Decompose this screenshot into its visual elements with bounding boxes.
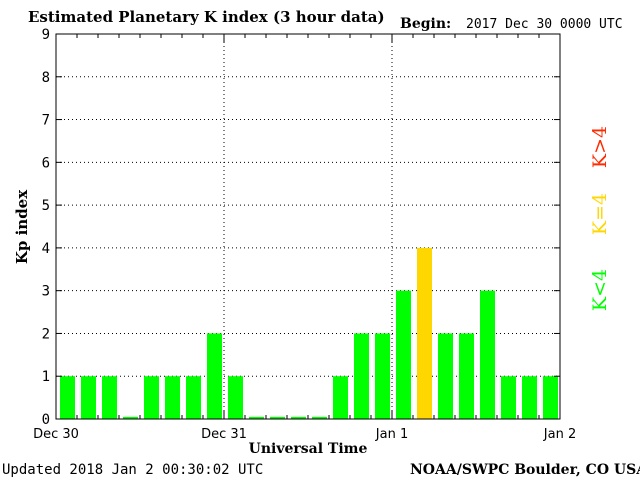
x-tick-label: Jan 1 xyxy=(375,427,408,442)
kp-bar xyxy=(165,376,180,419)
kp-bar xyxy=(522,376,537,419)
y-tick-label: 5 xyxy=(42,198,50,214)
kp-bar xyxy=(543,376,558,419)
y-tick-label: 2 xyxy=(42,326,50,342)
kp-bar xyxy=(480,290,495,419)
chart-title: Estimated Planetary K index (3 hour data… xyxy=(28,8,385,26)
kp-bar xyxy=(438,333,453,419)
kp-bar xyxy=(270,416,285,419)
y-tick-label: 3 xyxy=(42,284,50,300)
begin-value: 2017 Dec 30 0000 UTC xyxy=(466,17,623,32)
legend-above-4: K>4 xyxy=(589,126,611,168)
kp-bar xyxy=(186,376,201,419)
kp-bar xyxy=(459,333,474,419)
kp-bar xyxy=(291,416,306,419)
legend-below-4: K<4 xyxy=(589,269,611,311)
legend-equal-4: K=4 xyxy=(589,193,611,235)
kp-bar xyxy=(417,247,432,419)
x-axis-label: Universal Time xyxy=(249,441,368,457)
y-tick-label: 9 xyxy=(42,27,50,43)
kp-bar xyxy=(228,376,243,419)
kp-bar xyxy=(81,376,96,419)
kp-bar xyxy=(333,376,348,419)
y-tick-label: 7 xyxy=(42,113,50,129)
begin-label: Begin: xyxy=(400,16,451,32)
source-credit: NOAA/SWPC Boulder, CO USA xyxy=(410,462,640,478)
x-axis-ticks: Dec 30 Dec 31 Jan 1 Jan 2 xyxy=(33,34,576,442)
kp-bar xyxy=(123,416,138,419)
x-tick-label: Dec 30 xyxy=(33,427,79,442)
y-tick-label: 4 xyxy=(42,241,50,257)
kp-bar xyxy=(396,290,411,419)
y-tick-label: 0 xyxy=(42,412,50,428)
y-axis-label: Kp index xyxy=(13,189,31,264)
kp-bars xyxy=(60,247,558,419)
y-tick-label: 1 xyxy=(42,369,50,385)
kp-bar xyxy=(354,333,369,419)
kp-bar xyxy=(501,376,516,419)
y-axis-ticks: 0 1 2 3 4 5 6 7 8 9 xyxy=(42,27,560,428)
y-tick-label: 6 xyxy=(42,155,50,171)
kp-bar xyxy=(312,416,327,419)
updated-timestamp: Updated 2018 Jan 2 00:30:02 UTC xyxy=(2,462,263,478)
kp-bar xyxy=(249,416,264,419)
x-tick-label: Jan 2 xyxy=(543,427,576,442)
x-tick-label: Dec 31 xyxy=(201,427,247,442)
kp-bar xyxy=(375,333,390,419)
y-tick-label: 8 xyxy=(42,70,50,86)
kp-bar xyxy=(60,376,75,419)
kp-bar xyxy=(102,376,117,419)
kp-bar xyxy=(144,376,159,419)
kp-bar xyxy=(207,333,222,419)
